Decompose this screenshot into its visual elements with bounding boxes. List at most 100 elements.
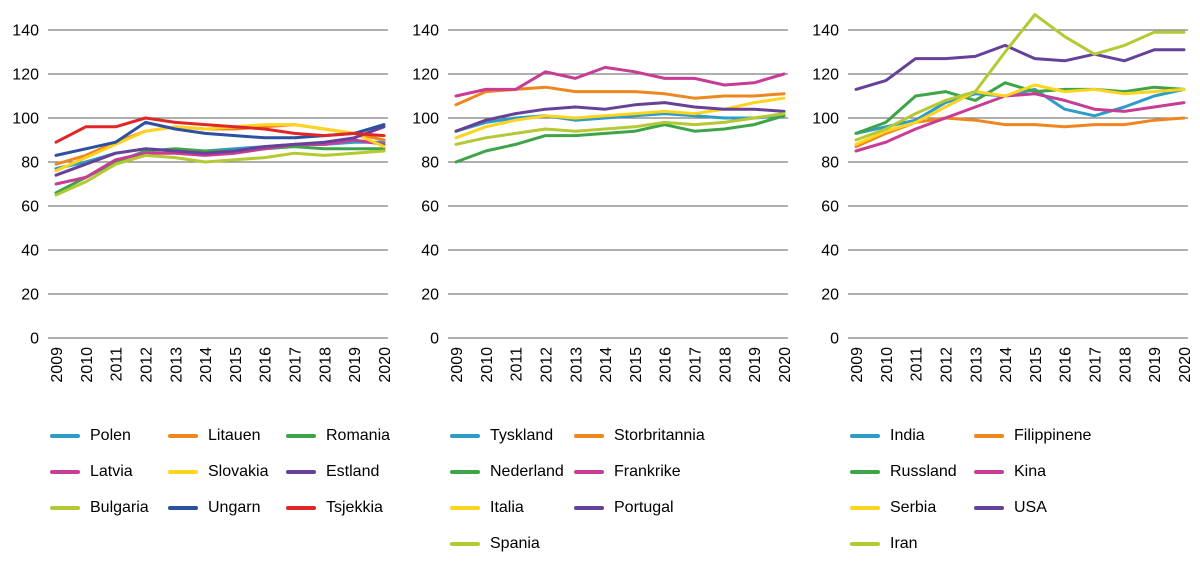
series-line-usa xyxy=(854,43,1186,91)
x-axis-tick-label: 2015 xyxy=(228,347,245,383)
legend-label: Bulgaria xyxy=(90,499,149,516)
legend-item-russland: Russland xyxy=(850,454,974,490)
legend-label: Ungarn xyxy=(208,499,261,516)
x-axis-tick-label: 2011 xyxy=(909,347,926,382)
legend-line-swatch xyxy=(850,506,880,510)
y-axis-tick-label: 60 xyxy=(821,199,839,216)
legend-line-swatch xyxy=(450,542,480,546)
series-line-iran xyxy=(854,13,1186,142)
y-axis-tick-label: 120 xyxy=(412,67,439,84)
y-axis-tick-label: 40 xyxy=(421,243,439,260)
legend-item-portugal: Portugal xyxy=(574,490,698,526)
legend-line-swatch xyxy=(850,470,880,474)
legend-label: Litauen xyxy=(208,427,261,444)
x-axis-tick-label: 2012 xyxy=(939,347,956,383)
x-axis-tick-label: 2011 xyxy=(109,347,126,382)
legend-label: Polen xyxy=(90,427,131,444)
plot-area: 0 20 40 60 80 100 120 140 2009 2010 2011 2012 2013 20… xyxy=(400,0,796,412)
legend-line-swatch xyxy=(50,434,80,438)
x-axis-tick-label: 2014 xyxy=(598,347,615,383)
x-axis-tick-label: 2020 xyxy=(777,347,794,383)
y-axis-tick-label: 120 xyxy=(812,67,839,84)
series-line-nederland xyxy=(454,114,786,164)
legend-line-swatch xyxy=(574,434,604,438)
y-axis-tick-label: 120 xyxy=(12,67,39,84)
x-axis-tick-label: 2017 xyxy=(688,347,705,383)
y-axis-tick-label: 20 xyxy=(421,287,439,304)
x-axis-tick-label: 2010 xyxy=(879,347,896,383)
legend-item-india: India xyxy=(850,418,974,454)
plot-area: 0 20 40 60 80 100 120 140 2009 2010 2011 2012 2013 20… xyxy=(800,0,1196,412)
y-axis-tick-label: 20 xyxy=(821,287,839,304)
y-axis-tick-label: 140 xyxy=(812,23,839,40)
legend-item-litauen: Litauen xyxy=(168,418,286,454)
x-axis-tick-label: 2010 xyxy=(479,347,496,383)
y-axis-tick-label: 100 xyxy=(812,111,839,128)
y-axis-tick-label: 60 xyxy=(421,199,439,216)
x-axis-tick-label: 2009 xyxy=(849,347,866,383)
legend-item-frankrike: Frankrike xyxy=(574,454,698,490)
legend-line-swatch xyxy=(450,506,480,510)
chart-canvas: 0 20 40 60 80 100 120 140 2009 2010 2011 2012 2013 20… xyxy=(12,23,394,383)
legend-line-swatch xyxy=(168,470,198,474)
legend-label: Storbritannia xyxy=(614,427,705,444)
legend-label: USA xyxy=(1014,499,1047,516)
x-axis-tick-label: 2019 xyxy=(747,347,764,383)
chart-canvas: 0 20 40 60 80 100 120 140 2009 2010 2011 2012 2013 20… xyxy=(812,13,1194,383)
x-axis-tick-label: 2016 xyxy=(258,347,275,383)
x-axis-tick-label: 2011 xyxy=(509,347,526,382)
y-axis-tick-label: 0 xyxy=(430,331,439,348)
series-line-frankrike xyxy=(454,65,786,98)
legend-label: Tyskland xyxy=(490,427,554,444)
series-line-portugal xyxy=(454,101,786,133)
legend-label: Portugal xyxy=(614,499,674,516)
legend-item-filippinene: Filippinene xyxy=(974,418,1098,454)
legend-line-swatch xyxy=(168,434,198,438)
legend: India Filippinene Russland Kina Serbia USA Ira… xyxy=(800,418,1196,562)
x-axis-tick-label: 2013 xyxy=(568,347,585,383)
y-axis-tick-label: 100 xyxy=(412,111,439,128)
legend-line-swatch xyxy=(50,506,80,510)
legend-label: Serbia xyxy=(890,499,937,516)
y-axis-tick-label: 80 xyxy=(421,155,439,172)
x-axis-tick-label: 2013 xyxy=(168,347,185,383)
legend-item-serbia: Serbia xyxy=(850,490,974,526)
legend-item-bulgaria: Bulgaria xyxy=(50,490,168,526)
legend-item-kina: Kina xyxy=(974,454,1098,490)
legend-item-tyskland: Tyskland xyxy=(450,418,574,454)
legend-item-italia: Italia xyxy=(450,490,574,526)
legend-item-estland: Estland xyxy=(286,454,404,490)
legend-label: Latvia xyxy=(90,463,133,480)
series-line-india xyxy=(854,87,1186,135)
x-axis-tick-label: 2020 xyxy=(1177,347,1194,383)
legend-label: Russland xyxy=(890,463,957,480)
legend-label: Estland xyxy=(326,463,380,480)
legend-label: Tsjekkia xyxy=(326,499,383,516)
x-axis-tick-label: 2016 xyxy=(1058,347,1075,383)
legend-item-storbritannia: Storbritannia xyxy=(574,418,705,454)
legend-line-swatch xyxy=(850,434,880,438)
legend-label: Filippinene xyxy=(1014,427,1092,444)
legend-item-ungarn: Ungarn xyxy=(168,490,286,526)
legend-line-swatch xyxy=(574,506,604,510)
legend-label: Romania xyxy=(326,427,391,444)
y-axis-tick-label: 140 xyxy=(12,23,39,40)
legend-item-iran: Iran xyxy=(850,526,974,562)
y-axis-tick-label: 80 xyxy=(821,155,839,172)
x-axis-tick-label: 2017 xyxy=(288,347,305,383)
legend-line-swatch xyxy=(286,506,316,510)
x-axis-tick-label: 2016 xyxy=(658,347,675,383)
series-line-spania xyxy=(454,112,786,146)
y-axis-tick-label: 100 xyxy=(12,111,39,128)
legend-line-swatch xyxy=(974,506,1004,510)
legend-line-swatch xyxy=(50,470,80,474)
legend-label: Nederland xyxy=(490,463,564,480)
series-line-estland xyxy=(54,125,386,177)
x-axis-tick-label: 2010 xyxy=(79,347,96,383)
plot-area: 0 20 40 60 80 100 120 140 2009 2010 2011 2012 2013 20… xyxy=(0,0,396,412)
legend-line-swatch xyxy=(286,434,316,438)
legend-line-swatch xyxy=(168,506,198,510)
legend: Polen Litauen Romania Latvia Slovakia Estland… xyxy=(0,418,396,526)
chart-canvas: 0 20 40 60 80 100 120 140 2009 2010 2011 2012 2013 20… xyxy=(412,23,794,383)
legend-line-swatch xyxy=(850,542,880,546)
